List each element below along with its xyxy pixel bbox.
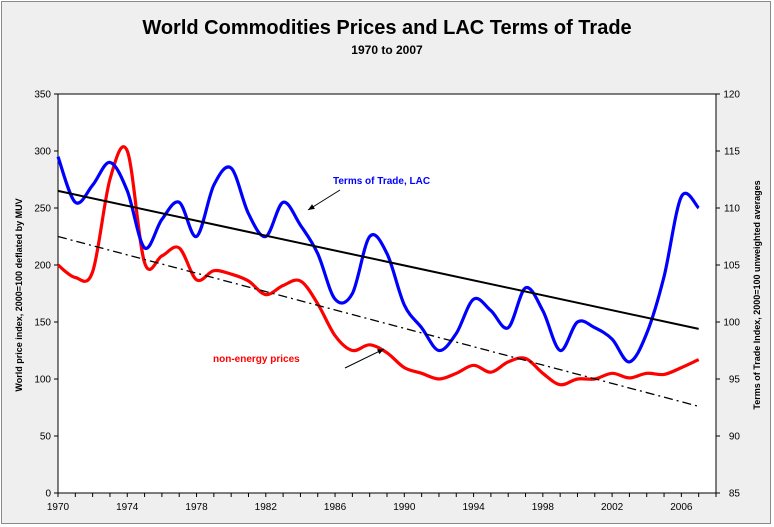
y-right-tick-label: 120 <box>723 90 740 101</box>
annotation-terms-of-trade: Terms of Trade, LAC <box>333 176 430 187</box>
x-tick-label: 1978 <box>185 502 208 513</box>
y-right-tick-label: 100 <box>723 318 740 329</box>
y-left-tick-label: 50 <box>40 432 52 443</box>
y-right-tick-label: 105 <box>723 261 740 272</box>
y-left-axis-label: World price index, 2000=100 deflated by … <box>14 198 24 391</box>
annotation-non-energy-prices: non-energy prices <box>213 354 300 365</box>
y-left-tick-label: 250 <box>34 204 51 215</box>
y-left-tick-label: 350 <box>34 90 51 101</box>
x-tick-label: 1998 <box>532 502 555 513</box>
trend-line-terms-of-trade <box>57 189 699 330</box>
annotation-arrow-non-energy-prices <box>344 348 385 369</box>
x-tick-label: 1990 <box>393 502 416 513</box>
x-tick-label: 2006 <box>670 502 693 513</box>
y-left-tick-label: 0 <box>45 489 51 500</box>
y-left-tick-label: 200 <box>34 261 51 272</box>
series-line-non-energy-prices <box>56 145 700 387</box>
x-tick-label: 2002 <box>601 502 624 513</box>
x-tick-label: 1970 <box>47 502 70 513</box>
annotation-arrow-terms-of-trade-head <box>308 204 315 210</box>
series-line-terms-of-trade <box>56 156 700 364</box>
y-left-tick-label: 100 <box>34 375 51 386</box>
y-right-tick-label: 115 <box>724 147 740 158</box>
plot-area <box>57 93 717 494</box>
y-right-tick-label: 85 <box>729 489 741 500</box>
annotation-arrow-non-energy-prices-head <box>377 349 384 355</box>
trend-line-non-energy-prices <box>57 235 699 407</box>
y-right-tick-label: 110 <box>724 204 740 215</box>
chart-title: World Commodities Prices and LAC Terms o… <box>142 17 631 39</box>
x-tick-label: 1986 <box>324 502 347 513</box>
y-left-tick-label: 300 <box>34 147 51 158</box>
x-tick-label: 1994 <box>462 502 485 513</box>
y-left-tick-label: 150 <box>34 318 51 329</box>
y-right-axis-label: Terms of Trade Index, 2000=100 unweighte… <box>752 180 762 409</box>
y-right-tick-label: 95 <box>729 375 741 386</box>
x-tick-label: 1974 <box>116 502 139 513</box>
chart-subtitle: 1970 to 2007 <box>351 43 423 57</box>
y-right-tick-label: 90 <box>729 432 741 443</box>
x-tick-label: 1982 <box>255 502 278 513</box>
